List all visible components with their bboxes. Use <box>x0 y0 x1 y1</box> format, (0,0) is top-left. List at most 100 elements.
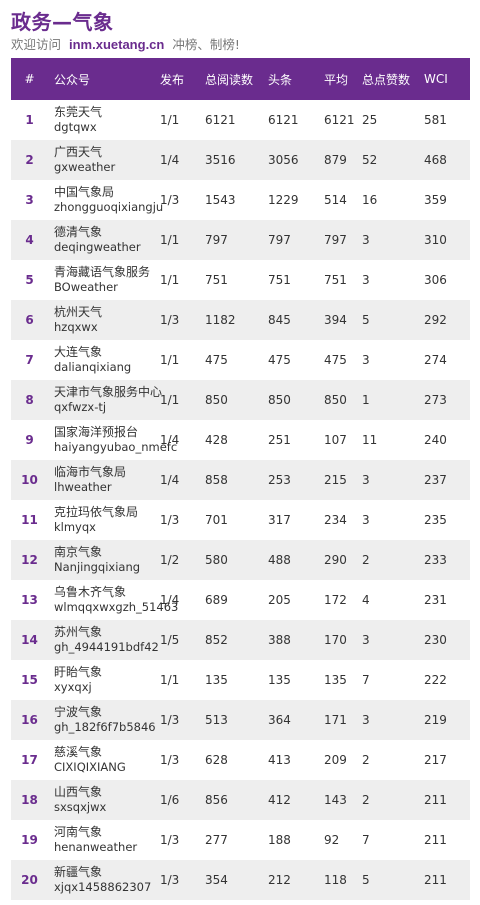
likes-cell: 3 <box>362 460 424 500</box>
account-cell[interactable]: 杭州天气 hzqxwx <box>48 300 160 340</box>
account-cell[interactable]: 慈溪气象 CIXIQIXIANG <box>48 740 160 780</box>
account-name[interactable]: 慈溪气象 <box>54 745 103 759</box>
account-cell[interactable]: 新疆气象 xjqx1458862307 <box>48 860 160 900</box>
account-cell[interactable]: 德清气象 deqingweather <box>48 220 160 260</box>
table-row[interactable]: 9 国家海洋预报台 haiyangyubao_nmefc 1/4 428 251 107 11… <box>11 420 470 460</box>
wci-cell: 292 <box>424 300 470 340</box>
rank-cell: 13 <box>11 580 48 620</box>
publish-cell: 1/3 <box>160 860 205 900</box>
rank-cell: 2 <box>11 140 48 180</box>
account-name[interactable]: 河南气象 <box>54 825 103 839</box>
rank-cell: 5 <box>11 260 48 300</box>
account-name[interactable]: 南京气象 <box>54 545 103 559</box>
account-cell[interactable]: 天津市气象服务中心 qxfwzx-tj <box>48 380 163 420</box>
publish-cell: 1/1 <box>160 260 205 300</box>
account-cell[interactable]: 东莞天气 dgtqwx <box>48 100 160 140</box>
column-header-headline[interactable]: 头条 <box>268 58 324 100</box>
average-cell: 172 <box>324 580 362 620</box>
site-link[interactable]: inm.xuetang.cn <box>69 37 165 52</box>
account-name[interactable]: 杭州天气 <box>54 305 103 319</box>
account-id: hzqxwx <box>54 320 98 334</box>
account-cell[interactable]: 克拉玛依气象局 klmyqx <box>48 500 160 540</box>
column-header-wci[interactable]: WCI <box>424 58 470 100</box>
account-name[interactable]: 宁波气象 <box>54 705 103 719</box>
publish-cell: 1/2 <box>160 540 205 580</box>
wci-cell: 235 <box>424 500 470 540</box>
likes-cell: 5 <box>362 860 424 900</box>
table-row[interactable]: 3 中国气象局 zhongguoqixiangju 1/3 1543 1229 514 16 3… <box>11 180 470 220</box>
account-cell[interactable]: 乌鲁木齐气象 wlmqqxwxgzh_51463 <box>48 580 178 620</box>
table-body: 1 东莞天气 dgtqwx 1/1 6121 6121 6121 25 581 2 广西天气 gxwe… <box>11 100 470 900</box>
table-row[interactable]: 13 乌鲁木齐气象 wlmqqxwxgzh_51463 1/4 689 205 172 4 23… <box>11 580 470 620</box>
table-row[interactable]: 16 宁波气象 gh_182f6f7b5846 1/3 513 364 171 3 219 <box>11 700 470 740</box>
table-row[interactable]: 10 临海市气象局 lhweather 1/4 858 253 215 3 237 <box>11 460 470 500</box>
publish-cell: 1/3 <box>160 300 205 340</box>
account-name[interactable]: 青海藏语气象服务 <box>54 265 151 279</box>
column-header-account[interactable]: 公众号 <box>48 58 160 100</box>
table-row[interactable]: 7 大连气象 dalianqixiang 1/1 475 475 475 3 274 <box>11 340 470 380</box>
account-name[interactable]: 东莞天气 <box>54 105 103 119</box>
column-header-average[interactable]: 平均 <box>324 58 362 100</box>
account-id: qxfwzx-tj <box>54 400 107 414</box>
account-cell[interactable]: 中国气象局 zhongguoqixiangju <box>48 180 163 220</box>
table-row[interactable]: 12 南京气象 Nanjingqixiang 1/2 580 488 290 2 233 <box>11 540 470 580</box>
likes-cell: 3 <box>362 620 424 660</box>
publish-cell: 1/3 <box>160 180 205 220</box>
account-name[interactable]: 苏州气象 <box>54 625 103 639</box>
account-name[interactable]: 乌鲁木齐气象 <box>54 585 127 599</box>
table-row[interactable]: 18 山西气象 sxsqxjwx 1/6 856 412 143 2 211 <box>11 780 470 820</box>
account-cell[interactable]: 国家海洋预报台 haiyangyubao_nmefc <box>48 420 177 460</box>
publish-cell: 1/4 <box>160 460 205 500</box>
table-row[interactable]: 20 新疆气象 xjqx1458862307 1/3 354 212 118 5 211 <box>11 860 470 900</box>
account-name[interactable]: 克拉玛依气象局 <box>54 505 139 519</box>
table-row[interactable]: 6 杭州天气 hzqxwx 1/3 1182 845 394 5 292 <box>11 300 470 340</box>
table-row[interactable]: 15 盱眙气象 xyxqxj 1/1 135 135 135 7 222 <box>11 660 470 700</box>
average-cell: 215 <box>324 460 362 500</box>
account-id: CIXIQIXIANG <box>54 760 126 774</box>
account-name[interactable]: 广西天气 <box>54 145 103 159</box>
account-name[interactable]: 国家海洋预报台 <box>54 425 139 439</box>
average-cell: 290 <box>324 540 362 580</box>
account-cell[interactable]: 青海藏语气象服务 BOweather <box>48 260 160 300</box>
publish-cell: 1/3 <box>160 700 205 740</box>
column-header-likes[interactable]: 总点赞数 <box>362 58 424 100</box>
table-row[interactable]: 19 河南气象 henanweather 1/3 277 188 92 7 211 <box>11 820 470 860</box>
account-name[interactable]: 临海市气象局 <box>54 465 127 479</box>
account-cell[interactable]: 盱眙气象 xyxqxj <box>48 660 160 700</box>
account-id: gh_182f6f7b5846 <box>54 720 156 734</box>
table-row[interactable]: 14 苏州气象 gh_4944191bdf42 1/5 852 388 170 3 230 <box>11 620 470 660</box>
account-cell[interactable]: 广西天气 gxweather <box>48 140 160 180</box>
table-row[interactable]: 11 克拉玛依气象局 klmyqx 1/3 701 317 234 3 235 <box>11 500 470 540</box>
account-name[interactable]: 大连气象 <box>54 345 103 359</box>
account-name[interactable]: 山西气象 <box>54 785 103 799</box>
table-row[interactable]: 1 东莞天气 dgtqwx 1/1 6121 6121 6121 25 581 <box>11 100 470 140</box>
account-cell[interactable]: 苏州气象 gh_4944191bdf42 <box>48 620 160 660</box>
account-cell[interactable]: 河南气象 henanweather <box>48 820 160 860</box>
table-row[interactable]: 2 广西天气 gxweather 1/4 3516 3056 879 52 468 <box>11 140 470 180</box>
account-name[interactable]: 新疆气象 <box>54 865 103 879</box>
account-cell[interactable]: 山西气象 sxsqxjwx <box>48 780 160 820</box>
column-header-publish[interactable]: 发布 <box>160 58 205 100</box>
wci-cell: 359 <box>424 180 470 220</box>
account-name[interactable]: 中国气象局 <box>54 185 115 199</box>
account-id: BOweather <box>54 280 118 294</box>
account-cell[interactable]: 南京气象 Nanjingqixiang <box>48 540 160 580</box>
column-header-total-reads[interactable]: 总阅读数 <box>205 58 268 100</box>
account-name[interactable]: 盱眙气象 <box>54 665 103 679</box>
headline-cell: 3056 <box>268 140 324 180</box>
table-row[interactable]: 4 德清气象 deqingweather 1/1 797 797 797 3 310 <box>11 220 470 260</box>
account-cell[interactable]: 大连气象 dalianqixiang <box>48 340 160 380</box>
account-name[interactable]: 天津市气象服务中心 <box>54 385 163 399</box>
column-header-rank[interactable]: # <box>11 58 48 100</box>
table-row[interactable]: 8 天津市气象服务中心 qxfwzx-tj 1/1 850 850 850 1 273 <box>11 380 470 420</box>
headline-cell: 475 <box>268 340 324 380</box>
account-cell[interactable]: 宁波气象 gh_182f6f7b5846 <box>48 700 160 740</box>
table-row[interactable]: 17 慈溪气象 CIXIQIXIANG 1/3 628 413 209 2 217 <box>11 740 470 780</box>
account-cell[interactable]: 临海市气象局 lhweather <box>48 460 160 500</box>
account-id: dgtqwx <box>54 120 97 134</box>
likes-cell: 11 <box>362 420 424 460</box>
headline-cell: 412 <box>268 780 324 820</box>
table-row[interactable]: 5 青海藏语气象服务 BOweather 1/1 751 751 751 3 306 <box>11 260 470 300</box>
account-name[interactable]: 德清气象 <box>54 225 103 239</box>
likes-cell: 2 <box>362 540 424 580</box>
